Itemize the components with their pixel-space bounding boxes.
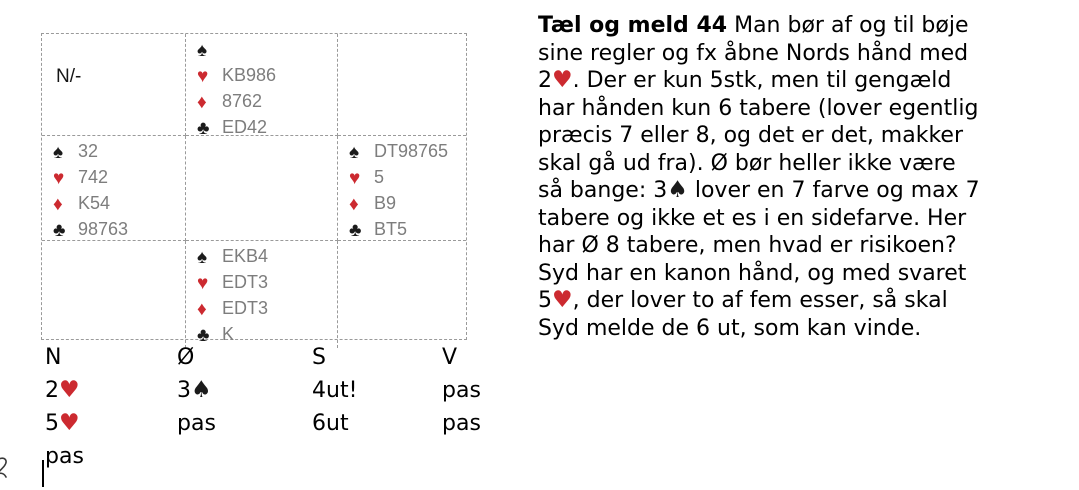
- club-icon: ♣: [53, 220, 66, 241]
- spade-icon: ♠: [197, 40, 208, 61]
- east-diamonds: B9: [374, 193, 397, 213]
- east-spades: DT98765: [374, 141, 449, 161]
- north-hand: ♠ ♥ KB986 ♦ 8762 ♣ ED42: [186, 34, 338, 139]
- article-line: Syd har en kanon hånd, og med svaret: [538, 260, 967, 286]
- south-hand: ♠ EKB4 ♥ EDT3 ♦ EDT3 ♣ K: [186, 241, 338, 348]
- diamond-icon: ♦: [349, 194, 359, 215]
- bidding-table: N Ø S V 2♥ 3♠ 4ut! pas 5♥ pas 6ut pas pa…: [45, 341, 565, 473]
- bid-cell: pas: [177, 411, 216, 436]
- club-icon: ♣: [349, 220, 362, 241]
- bidding-header-south: S: [312, 345, 326, 370]
- heart-icon: ♥: [349, 168, 361, 189]
- article-line: præcis 7 eller 8, og det er det, makker: [538, 123, 963, 148]
- west-hand: ♠ 32 ♥ 742 ♦ K54 ♣ 98763: [42, 136, 186, 241]
- club-icon: ♣: [197, 325, 210, 346]
- bid-cell: 2♥: [45, 377, 80, 403]
- west-diamonds: K54: [78, 193, 111, 213]
- empty-cell: [338, 241, 466, 348]
- bid-cell: [442, 440, 532, 473]
- heart-icon: ♥: [53, 168, 65, 189]
- north-hearts: KB986: [222, 65, 277, 85]
- south-diamonds: EDT3: [222, 298, 269, 318]
- bid-cell: [177, 440, 312, 473]
- east-hearts: 5: [374, 167, 385, 187]
- bid-cell: 4ut!: [312, 378, 358, 403]
- empty-center-cell: [186, 136, 338, 241]
- spade-icon: ♠: [349, 142, 360, 163]
- text-caret: [42, 460, 44, 487]
- east-hand: ♠ DT98765 ♥ 5 ♦ B9 ♣ BT5: [338, 136, 466, 241]
- article-line: skal gå ud fra). Ø bør heller ikke være: [538, 150, 956, 176]
- bidding-header-east: Ø: [177, 345, 195, 370]
- bid-cell: pas: [442, 411, 481, 436]
- south-hearts: EDT3: [222, 272, 269, 292]
- bid-cell: 5♥: [45, 410, 80, 436]
- club-icon: ♣: [197, 118, 210, 139]
- west-hearts: 742: [78, 167, 109, 187]
- bid-cell: [312, 440, 442, 473]
- west-clubs: 98763: [78, 219, 129, 239]
- article-text: Tæl og meld 44 Man bør af og til bøje si…: [538, 12, 1068, 342]
- article-line: har hånden kun 6 tabere (lover egentlig: [538, 95, 979, 121]
- diamond-icon: ♦: [53, 194, 63, 215]
- bridge-deal-diagram: N/- ♠ ♥ KB986 ♦ 8762 ♣ ED42 ♠ 32 ♥ 742 ♦ K54 ♣…: [41, 33, 467, 348]
- south-clubs: K: [222, 324, 235, 344]
- article-line: så bange: 3♠ lover en 7 farve og max 7: [538, 177, 980, 203]
- article-line: 5♥, der lover to af fem esser, så skal: [538, 287, 948, 313]
- bid-cell: pas: [442, 378, 481, 403]
- article-line: Tæl og meld 44 Man bør af og til bøje: [538, 13, 969, 38]
- scribble-mark: [0, 457, 7, 478]
- west-spades: 32: [78, 141, 99, 161]
- article-line: Syd melde de 6 ut, som kan vinde.: [538, 315, 922, 341]
- empty-cell: [42, 241, 186, 348]
- bidding-header-west: V: [442, 345, 458, 370]
- dealer-vulnerability: N/-: [42, 34, 186, 136]
- article-line: har Ø 8 tabere, men hvad er risikoen?: [538, 233, 957, 258]
- article-line: tabere og ikke et es i en sidefarve. Her: [538, 205, 967, 231]
- bidding-header-north: N: [45, 345, 62, 370]
- bid-cell: pas: [45, 444, 84, 469]
- bid-cell: 3♠: [177, 377, 212, 403]
- spade-icon: ♠: [53, 142, 64, 163]
- spade-icon: ♠: [197, 247, 208, 268]
- heart-icon: ♥: [197, 66, 209, 87]
- diamond-icon: ♦: [197, 92, 207, 113]
- south-spades: EKB4: [222, 246, 269, 266]
- diamond-icon: ♦: [197, 299, 207, 320]
- north-diamonds: 8762: [222, 91, 263, 111]
- north-clubs: ED42: [222, 117, 268, 137]
- article-line: 2♥. Der er kun 5stk, men til gengæld: [538, 67, 952, 93]
- article-line: sine regler og fx åbne Nords hånd med: [538, 40, 969, 66]
- east-clubs: BT5: [374, 219, 408, 239]
- bid-cell: 6ut: [312, 411, 349, 436]
- empty-cell: [338, 34, 466, 136]
- article-title: Tæl og meld 44: [538, 13, 728, 38]
- heart-icon: ♥: [197, 273, 209, 294]
